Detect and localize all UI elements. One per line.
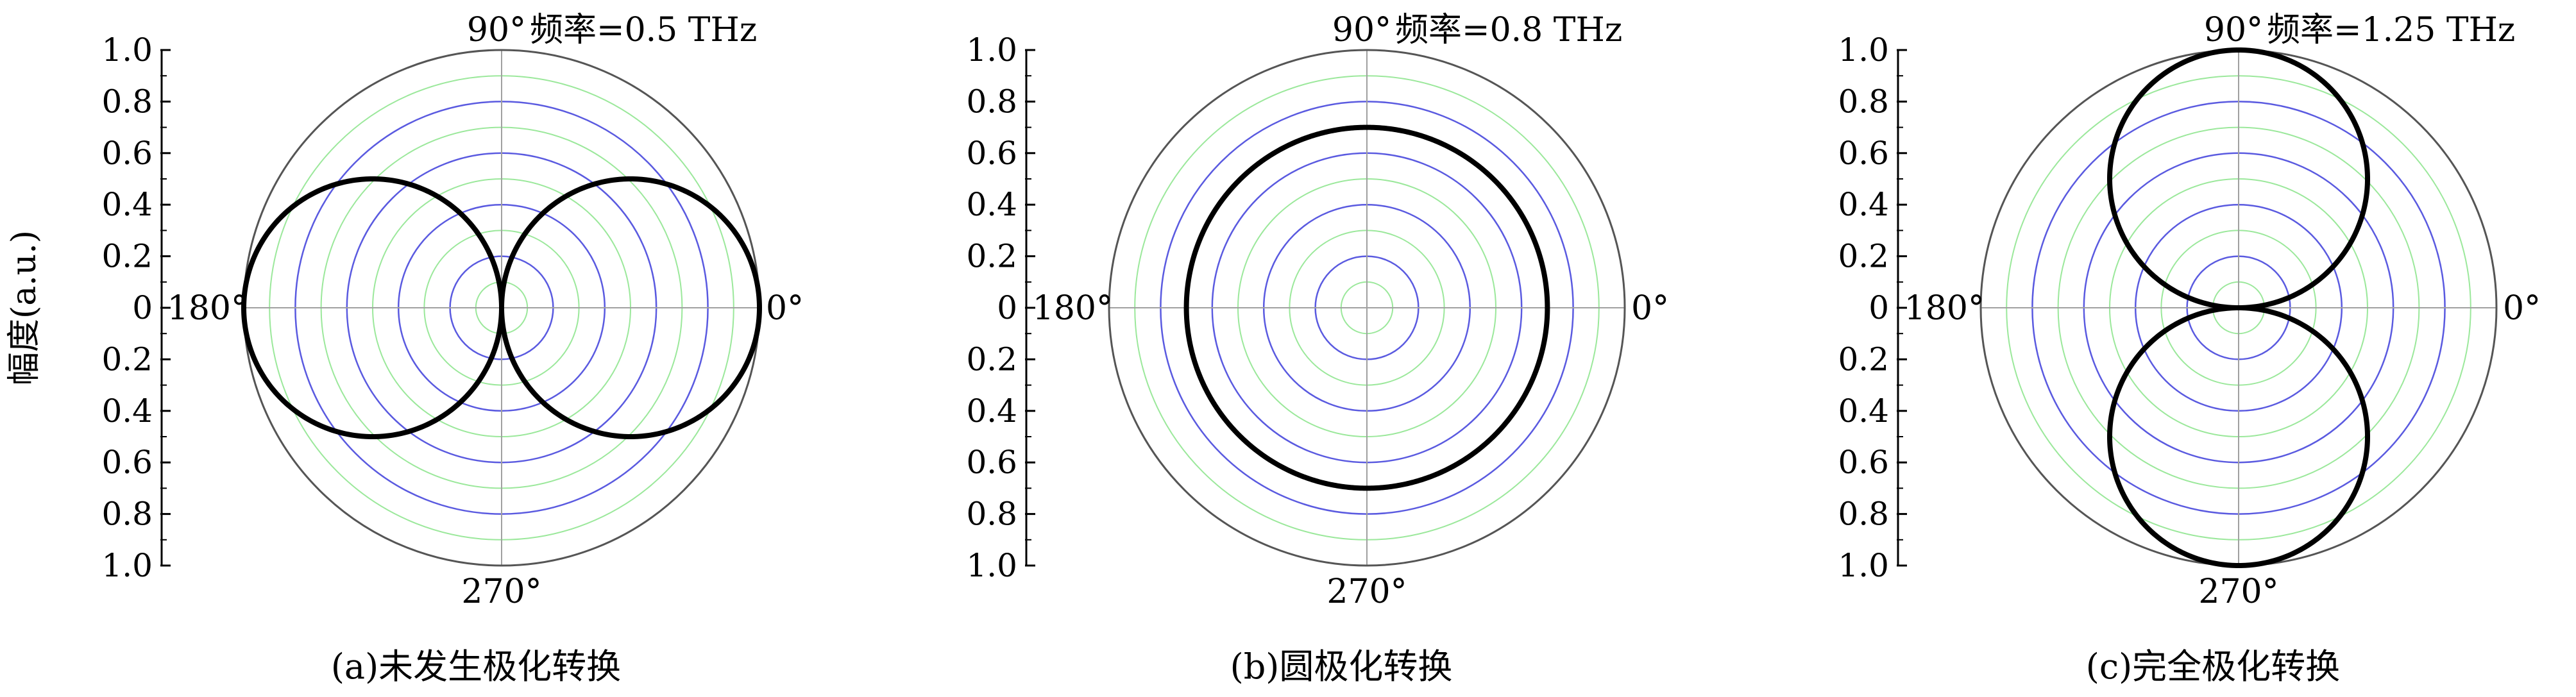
y-tick-label: 0.2 <box>101 340 153 378</box>
y-tick-label: 1.0 <box>966 31 1017 69</box>
y-tick-label: 0.6 <box>966 444 1017 481</box>
y-tick-label: 0.2 <box>1838 340 1889 378</box>
y-tick-label: 0.8 <box>101 83 153 120</box>
polarization-curve <box>1183 124 1550 491</box>
angle-label-90: 90° <box>467 11 526 49</box>
angle-label-0: 0° <box>766 289 804 328</box>
y-tick-label: 0.6 <box>101 135 153 172</box>
polar-panel-2: 1.0 0.8 0.6 0.4 0.2 0 0.2 0.4 0.6 0.8 1.0 90° 270° 18… <box>966 11 1669 687</box>
y-tick-label: 0 <box>132 289 153 326</box>
y-tick-label: 0.4 <box>966 392 1017 430</box>
panel-caption: (a)未发生极化转换 <box>331 646 621 687</box>
y-tick-label: 0.6 <box>966 135 1017 172</box>
angle-label-180: 180° <box>1033 289 1113 328</box>
y-tick-label: 0.6 <box>1838 444 1889 481</box>
outer-circle <box>1108 49 1626 567</box>
angle-label-0: 0° <box>1631 289 1669 328</box>
y-tick-label: 0.2 <box>966 340 1017 378</box>
y-tick-label: 0.6 <box>1838 135 1889 172</box>
y-tick-label: 0 <box>997 289 1017 326</box>
polar-panel-3: 1.0 0.8 0.6 0.4 0.2 0 0.2 0.4 0.6 0.8 1.0 90° 270° 18… <box>1838 11 2541 687</box>
angle-label-270: 270° <box>2198 573 2278 611</box>
y-tick-label: 0.8 <box>1838 496 1889 533</box>
y-tick-label: 0.2 <box>966 238 1017 275</box>
panel-caption: (c)完全极化转换 <box>2086 646 2340 687</box>
polarization-curve <box>241 176 762 439</box>
angle-label-90: 90° <box>1332 11 1391 49</box>
y-tick-label: 1.0 <box>101 547 153 584</box>
y-axis-label: 幅度(a.u.) <box>5 230 44 385</box>
y-tick-label: 1.0 <box>101 31 153 69</box>
panel-title: 频率=0.8 THz <box>1395 11 1622 49</box>
y-tick-label: 0.6 <box>101 444 153 481</box>
y-tick-label: 0 <box>1868 289 1889 326</box>
angle-label-0: 0° <box>2503 289 2541 328</box>
y-tick-label: 1.0 <box>966 547 1017 584</box>
angle-label-180: 180° <box>1904 289 1985 328</box>
y-tick-label: 0.8 <box>1838 83 1889 120</box>
panel-title: 频率=1.25 THz <box>2267 11 2515 49</box>
y-tick-label: 1.0 <box>1838 31 1889 69</box>
angle-label-180: 180° <box>167 289 248 328</box>
y-tick-label: 0.8 <box>966 83 1017 120</box>
angle-label-270: 270° <box>1326 573 1407 611</box>
panel-title: 频率=0.5 THz <box>530 11 757 49</box>
y-tick-label: 0.2 <box>101 238 153 275</box>
y-tick-label: 0.8 <box>101 496 153 533</box>
polarization-curve <box>2107 47 2370 568</box>
y-tick-label: 0.4 <box>101 392 153 430</box>
angle-label-90: 90° <box>2204 11 2263 49</box>
y-tick-label: 1.0 <box>1838 547 1889 584</box>
panels: 1.0 0.8 0.6 0.4 0.2 0 0.2 0.4 0.6 0.8 1.0 90° 270° 18… <box>101 11 2541 687</box>
panel-caption: (b)圆极化转换 <box>1230 646 1453 687</box>
polar-panel-1: 1.0 0.8 0.6 0.4 0.2 0 0.2 0.4 0.6 0.8 1.0 90° 270° 18… <box>101 11 804 687</box>
y-tick-label: 0.4 <box>1838 186 1889 223</box>
y-tick-label: 0.8 <box>966 496 1017 533</box>
y-tick-label: 0.4 <box>966 186 1017 223</box>
angle-label-270: 270° <box>461 573 541 611</box>
y-tick-label: 0.4 <box>1838 392 1889 430</box>
y-tick-label: 0.2 <box>1838 238 1889 275</box>
y-tick-label: 0.4 <box>101 186 153 223</box>
